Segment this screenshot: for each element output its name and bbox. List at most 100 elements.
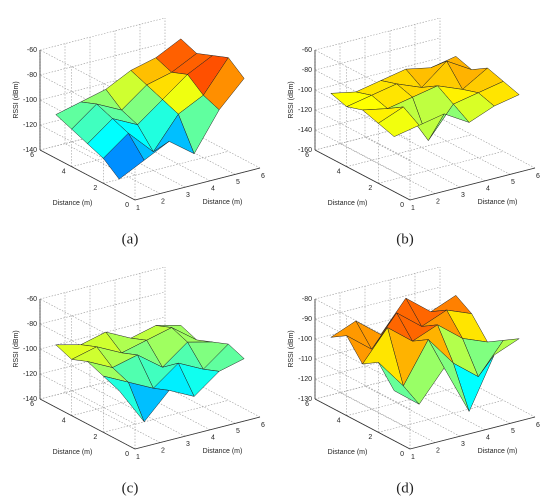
z-tick-label: -60 (27, 47, 37, 54)
z-tick-label: -100 (23, 97, 37, 104)
z-tick-label: -140 (23, 396, 37, 403)
grid-line (314, 326, 441, 360)
caption: (d) (396, 480, 414, 496)
z-tick-label: -60 (302, 47, 312, 54)
y-tick-label: 2 (368, 185, 372, 192)
x-tick-label: 5 (511, 428, 515, 435)
z-tick-label: -120 (298, 376, 312, 383)
x-axis-label: Distance (m) (203, 199, 243, 206)
y-axis (314, 398, 411, 450)
x-tick-label: 3 (461, 441, 465, 448)
z-tick-label: -140 (23, 147, 37, 154)
surface-patch (378, 106, 420, 137)
z-tick-label: -160 (298, 147, 312, 154)
grid-line (314, 366, 441, 400)
x-axis (134, 167, 261, 201)
grid-line (346, 134, 472, 167)
y-tick-label: 6 (30, 401, 34, 408)
z-tick-label: -130 (298, 396, 312, 403)
caption: (a) (122, 231, 139, 247)
x-axis-label: Distance (m) (478, 199, 518, 206)
grid-line (314, 286, 441, 320)
x-tick-label: 1 (411, 205, 415, 212)
x-axis (409, 167, 536, 201)
z-tick-label: -140 (298, 127, 312, 134)
grid-line (314, 17, 441, 51)
z-tick-label: -110 (299, 356, 313, 363)
y-tick-label: 4 (337, 418, 341, 425)
grid-line (39, 291, 166, 325)
surface-patch (103, 132, 145, 180)
z-tick-label: -80 (27, 72, 37, 79)
grid-line (364, 136, 461, 188)
z-tick-label: -90 (302, 316, 312, 323)
z-axis-label: RSSI (dBm) (13, 81, 20, 118)
grid-line (39, 341, 166, 375)
grid-line (39, 42, 166, 76)
caption: (b) (396, 231, 414, 247)
x-tick-label: 4 (211, 435, 215, 442)
grid-line (314, 77, 441, 111)
z-tick-label: -100 (298, 336, 312, 343)
x-axis-label: Distance (m) (203, 448, 243, 455)
x-tick-label: 2 (161, 198, 165, 205)
x-tick-label: 1 (136, 205, 140, 212)
grid-line (39, 92, 166, 126)
grid-line (314, 97, 441, 131)
grid-line (39, 17, 166, 51)
x-tick-label: 3 (186, 192, 190, 199)
x-tick-label: 6 (536, 422, 540, 429)
x-axis-label: Distance (m) (478, 448, 518, 455)
grid-line (103, 151, 229, 184)
y-tick-label: 4 (62, 169, 66, 176)
grid-line (439, 117, 536, 169)
y-tick-label: 4 (62, 418, 66, 425)
y-tick-label: 0 (125, 202, 129, 209)
z-tick-label: -80 (302, 296, 312, 303)
y-tick-label: 0 (125, 451, 129, 458)
surface-patch (103, 375, 145, 423)
grid-line (71, 134, 197, 167)
grid-line (314, 346, 441, 380)
grid-line (378, 400, 504, 433)
grid-line (39, 117, 166, 151)
grid-line (314, 129, 411, 181)
grid-line (71, 383, 197, 416)
grid-line (378, 151, 504, 184)
grid-line (314, 37, 441, 71)
z-tick-label: -120 (23, 371, 37, 378)
x-tick-label: 5 (236, 179, 240, 186)
z-axis-label: RSSI (dBm) (288, 81, 295, 118)
grid-line (103, 400, 229, 433)
y-axis-label: Distance (m) (53, 449, 93, 456)
x-tick-label: 3 (186, 441, 190, 448)
grid-line (339, 143, 436, 194)
grid-line (39, 266, 166, 300)
grid-line (314, 57, 441, 91)
z-axis-label: RSSI (dBm) (288, 330, 295, 367)
y-tick-label: 6 (30, 152, 34, 159)
z-axis-label: RSSI (dBm) (13, 330, 20, 367)
grid-line (314, 266, 441, 300)
z-tick-label: -80 (302, 67, 312, 74)
y-tick-label: 0 (400, 451, 404, 458)
y-axis-label: Distance (m) (53, 200, 93, 207)
x-tick-label: 2 (436, 198, 440, 205)
x-tick-label: 6 (536, 173, 540, 180)
y-axis (39, 149, 136, 201)
z-tick-label: -100 (298, 87, 312, 94)
z-tick-label: -80 (27, 321, 37, 328)
y-tick-label: 2 (93, 185, 97, 192)
x-tick-label: 2 (161, 447, 165, 454)
caption: (c) (122, 480, 139, 496)
z-tick-label: -60 (27, 296, 37, 303)
x-axis (409, 416, 536, 450)
x-tick-label: 1 (411, 454, 415, 461)
x-tick-label: 4 (486, 186, 490, 193)
grid-line (39, 316, 166, 350)
x-tick-label: 1 (136, 454, 140, 461)
x-axis (134, 416, 261, 450)
z-tick-label: -120 (298, 107, 312, 114)
x-tick-label: 4 (486, 435, 490, 442)
grid-line (39, 67, 166, 101)
